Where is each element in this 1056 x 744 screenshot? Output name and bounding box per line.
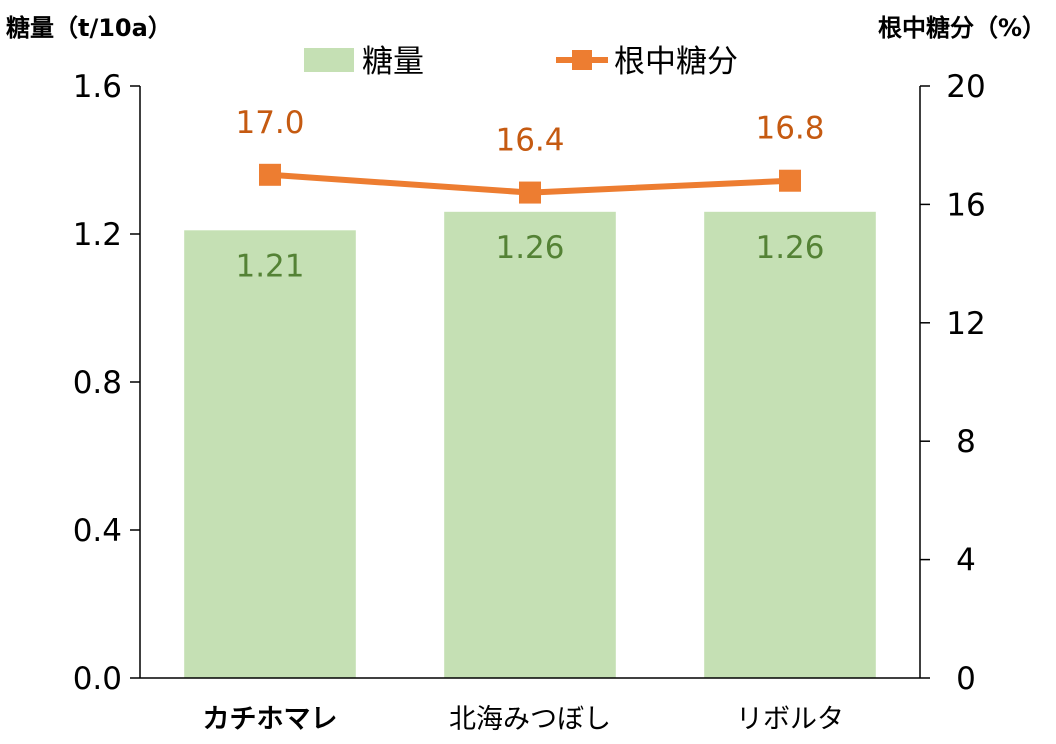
y-right-tick-label-1: 4 (956, 543, 976, 579)
line-marker-1 (259, 163, 281, 186)
y-right-tick-label-3: 12 (946, 306, 985, 342)
bar-1 (184, 230, 356, 679)
bar-series (184, 211, 876, 679)
line-value-label-2: 16.4 (495, 123, 564, 159)
y-left-tick-label-0: 0.0 (73, 661, 122, 697)
bar-value-label-2: 1.26 (495, 230, 564, 266)
x-category-label-1: カチホマレ (203, 704, 338, 735)
data-labels: 1.21 1.26 1.26 17.0 16.4 16.8 (235, 105, 824, 284)
bar-value-label-3: 1.26 (755, 230, 824, 266)
x-category-label-2: 北海みつぼし (449, 704, 611, 735)
y-left-tick-label-3: 1.2 (73, 217, 122, 253)
line-marker-2 (519, 181, 541, 204)
legend: 糖量 根中糖分 (304, 44, 738, 80)
y-right-tick-label-0: 0 (956, 661, 976, 697)
bar-3 (704, 211, 876, 679)
y-right-tick-label-2: 8 (956, 424, 976, 460)
bar-2 (444, 211, 616, 679)
y-left-tick-label-2: 0.8 (73, 365, 122, 401)
bar-value-label-1: 1.21 (235, 248, 304, 284)
legend-label-sugar-content: 根中糖分 (614, 44, 738, 80)
legend-marker-sugar-content (572, 50, 592, 70)
line-series (259, 163, 801, 204)
y-left-axis-title: 糖量（t/10a） (6, 14, 172, 42)
y-right-tick-label-5: 20 (946, 69, 985, 105)
legend-label-sugar-yield: 糖量 (362, 44, 424, 80)
legend-swatch-sugar-yield (304, 48, 354, 72)
line-value-label-1: 17.0 (235, 105, 304, 141)
axes (130, 85, 930, 679)
line-value-label-3: 16.8 (755, 111, 824, 147)
y-right-tick-label-4: 16 (946, 187, 985, 223)
y-right-axis-title: 根中糖分（%） (878, 14, 1046, 42)
y-left-tick-label-4: 1.6 (73, 69, 122, 105)
y-left-tick-label-1: 0.4 (73, 513, 122, 549)
line-marker-3 (779, 169, 801, 192)
x-category-label-3: リボルタ (736, 704, 844, 735)
tick-labels: 0.0 0.4 0.8 1.2 1.6 0 4 8 12 16 20 カチホマレ 北海みつぼし リボルタ (73, 69, 986, 735)
